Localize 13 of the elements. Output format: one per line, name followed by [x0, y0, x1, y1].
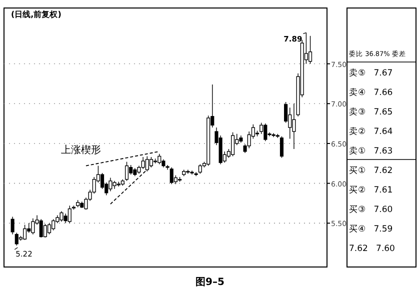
- text: 卖③ 7.65: [349, 106, 393, 118]
- caption: 图9–5: [196, 277, 224, 288]
- text: 卖① 7.63: [349, 146, 393, 156]
- text: 买② 7.61: [349, 184, 393, 196]
- text: 买① 7.62: [349, 165, 393, 176]
- text: 7.62 7.60: [349, 244, 395, 254]
- text: 卖⑤ 7.67: [349, 68, 393, 78]
- text: 买④ 7.59: [349, 224, 393, 234]
- text: 卖② 7.64: [349, 126, 393, 137]
- text: 买③ 7.60: [349, 204, 393, 215]
- text: 卖④ 7.66: [349, 87, 393, 98]
- chart-title: (日线,前复权): [11, 10, 62, 19]
- annotation: 上涨楔形: [61, 144, 101, 156]
